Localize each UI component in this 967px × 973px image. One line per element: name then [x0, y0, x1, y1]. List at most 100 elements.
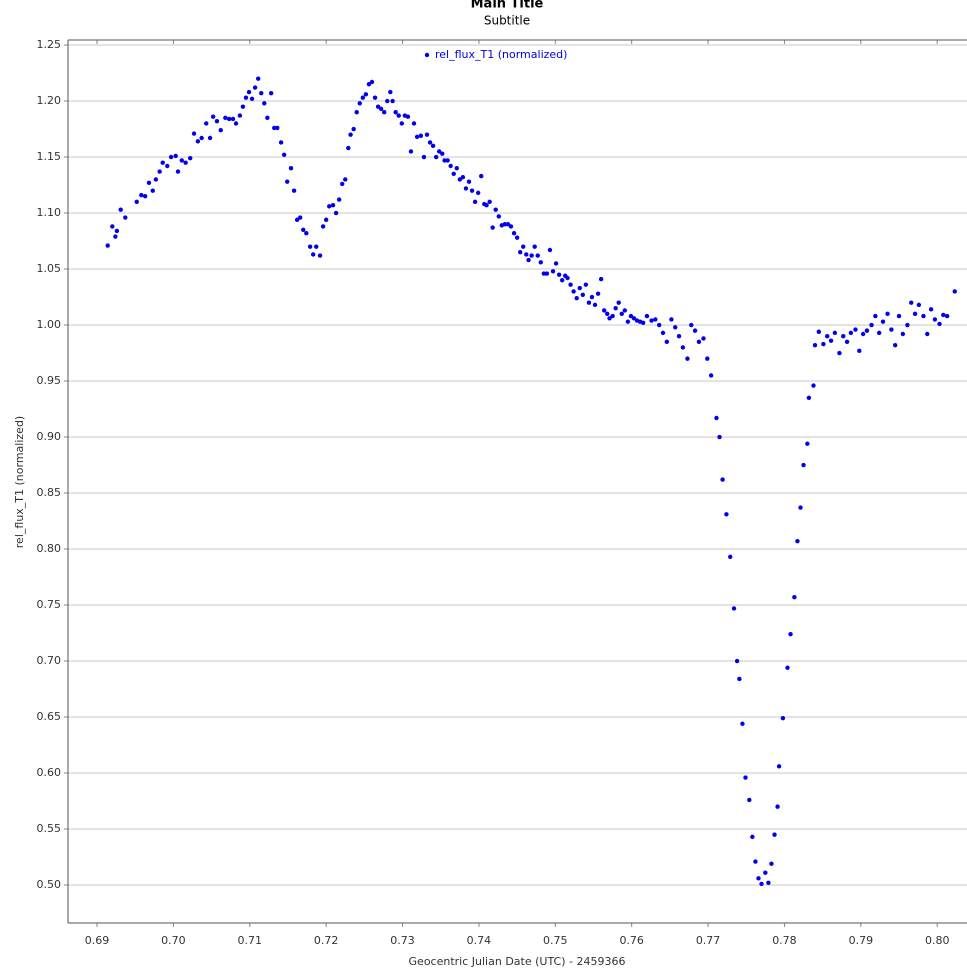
data-point: [301, 227, 306, 233]
data-point: [237, 113, 243, 118]
data-point: [740, 721, 745, 726]
data-point: [173, 153, 178, 159]
data-point: [511, 230, 517, 236]
data-point: [705, 356, 710, 361]
data-point: [460, 174, 466, 180]
data-point: [944, 313, 950, 319]
x-tick-label: 0.76: [619, 934, 644, 947]
data-point: [360, 95, 366, 100]
data-point: [941, 312, 946, 318]
data-point: [139, 192, 144, 198]
data-point: [514, 235, 520, 240]
data-point: [393, 110, 398, 115]
data-point: [493, 207, 498, 212]
data-point: [921, 313, 926, 319]
y-tick-label: 0.95: [37, 374, 62, 387]
data-point: [472, 199, 478, 205]
data-point: [775, 804, 780, 809]
data-point: [430, 143, 436, 149]
data-point: [390, 98, 395, 104]
x-tick-label: 0.75: [543, 934, 568, 947]
data-point: [399, 121, 404, 126]
data-point: [440, 151, 445, 156]
data-point: [207, 135, 213, 141]
data-point: [199, 135, 204, 141]
y-tick-label: 0.75: [37, 598, 62, 611]
data-point: [589, 294, 595, 300]
data-point: [747, 797, 752, 803]
data-point: [753, 859, 758, 864]
data-point: [583, 282, 589, 287]
data-point: [265, 115, 270, 121]
data-point: [466, 179, 472, 184]
data-point: [304, 230, 309, 236]
data-point: [357, 101, 362, 106]
data-point: [559, 278, 565, 283]
data-point: [717, 434, 722, 440]
data-point: [487, 199, 492, 205]
data-point: [327, 204, 332, 209]
y-tick-label: 1.25: [37, 38, 62, 51]
x-tick-label: 0.80: [925, 934, 950, 947]
data-point: [165, 163, 170, 169]
data-point: [243, 95, 249, 100]
data-point: [792, 594, 797, 600]
data-point: [905, 322, 910, 328]
legend-label: rel_flux_T1 (normalized): [435, 48, 567, 61]
data-point: [568, 282, 573, 287]
data-point: [828, 338, 834, 343]
legend-marker: [424, 52, 430, 58]
x-tick-label: 0.69: [85, 934, 110, 947]
data-point: [806, 395, 812, 401]
data-point: [785, 665, 790, 670]
data-point: [226, 116, 232, 122]
data-point: [912, 311, 918, 317]
data-point: [521, 244, 526, 249]
data-point: [616, 300, 621, 305]
data-point: [780, 715, 786, 721]
data-point: [445, 158, 450, 163]
data-point: [853, 327, 858, 332]
data-point: [372, 95, 378, 100]
data-point: [750, 834, 755, 840]
chart-title: Main Title: [471, 0, 544, 12]
data-point: [310, 252, 316, 257]
y-tick-label: 0.80: [37, 542, 62, 555]
data-point: [795, 538, 800, 544]
data-point: [524, 252, 529, 257]
data-point: [631, 316, 637, 321]
data-point: [246, 89, 252, 95]
data-point: [869, 322, 874, 328]
data-point: [288, 166, 294, 171]
y-tick-label: 0.55: [37, 822, 62, 835]
data-point: [191, 131, 197, 136]
data-point: [408, 149, 414, 154]
data-point: [737, 676, 742, 682]
data-point: [801, 462, 806, 468]
data-point: [424, 132, 430, 137]
data-point: [382, 110, 387, 115]
data-point: [763, 870, 768, 875]
data-point: [294, 217, 300, 222]
data-point: [900, 331, 906, 337]
data-point: [457, 177, 463, 182]
data-point: [529, 253, 534, 258]
data-point: [183, 160, 188, 165]
data-point: [653, 317, 658, 322]
data-point: [463, 186, 469, 191]
data-point: [363, 92, 369, 97]
data-point: [553, 261, 559, 266]
data-point: [595, 291, 601, 296]
data-point: [622, 308, 628, 313]
data-point: [857, 348, 862, 353]
data-point: [660, 330, 666, 336]
data-point: [118, 207, 123, 212]
data-point: [772, 832, 777, 837]
data-point: [336, 197, 342, 202]
data-point: [451, 171, 456, 177]
data-point: [880, 319, 886, 324]
data-point: [759, 881, 764, 887]
data-point: [532, 244, 537, 249]
data-point: [433, 154, 439, 160]
data-point: [285, 179, 290, 184]
